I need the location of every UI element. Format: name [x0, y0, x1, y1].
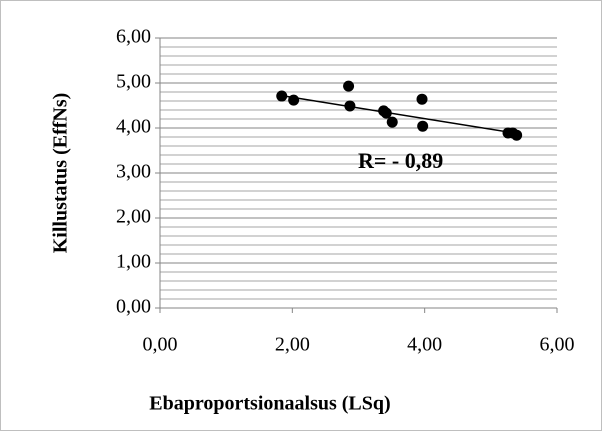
- point: [386, 116, 398, 128]
- point: [416, 93, 428, 105]
- x-tick-label: 6,00: [540, 334, 575, 356]
- y-axis-label: Killustatus (EffNs): [50, 93, 72, 254]
- y-tick-label: 1,00: [116, 251, 151, 273]
- y-tick-label: 2,00: [116, 206, 151, 228]
- y-tick-label: 6,00: [116, 26, 151, 48]
- x-tick-label: 0,00: [143, 334, 178, 356]
- point: [380, 107, 392, 119]
- point: [417, 120, 429, 132]
- y-tick-label: 3,00: [116, 161, 151, 183]
- x-tick-label: 4,00: [407, 334, 442, 356]
- x-tick-label: 2,00: [275, 334, 310, 356]
- point: [276, 90, 288, 102]
- point: [511, 129, 523, 141]
- point: [344, 100, 356, 112]
- point: [288, 94, 300, 106]
- annotation: R= - 0,89: [358, 148, 443, 173]
- trendline: [281, 94, 517, 135]
- point: [343, 80, 355, 92]
- y-tick-label: 4,00: [116, 116, 151, 138]
- y-tick-label: 5,00: [116, 71, 151, 93]
- x-axis-label: Ebaproportsionaalsus (LSq): [149, 393, 390, 415]
- y-tick-label: 0,00: [116, 296, 151, 318]
